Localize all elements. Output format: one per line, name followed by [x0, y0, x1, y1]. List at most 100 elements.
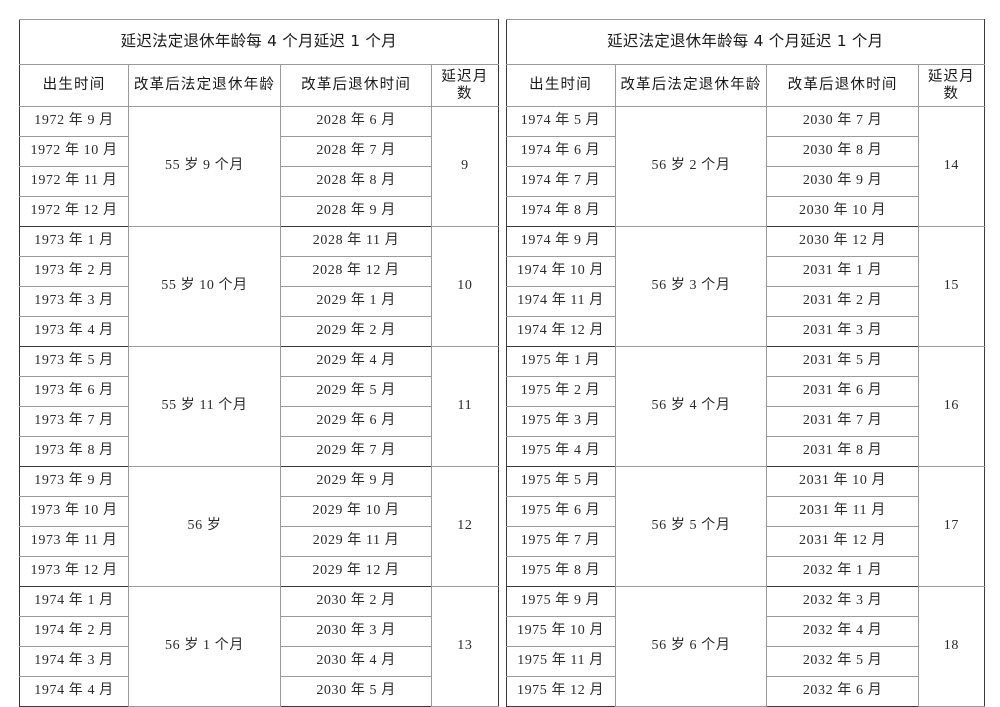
cell-birth-date: 1973 年 2 月: [18, 256, 130, 287]
cell-birth-date: 1975 年 6 月: [505, 496, 616, 527]
cell-delay-months: 14: [917, 106, 986, 227]
cell-retirement-date: 2028 年 8 月: [279, 166, 433, 197]
cell-retirement-date: 2032 年 4 月: [766, 616, 919, 647]
table-row: 1974 年 9 月 56 岁 3 个月 2030 年 12 月 15: [505, 226, 986, 347]
cell-retirement-date: 2030 年 2 月: [279, 586, 433, 617]
cell-retirement-date: 2032 年 5 月: [766, 646, 919, 677]
cell-retirement-age: 55 岁 11 个月: [128, 346, 281, 467]
cell-retirement-date: 2031 年 1 月: [766, 256, 919, 287]
cell-retirement-date: 2032 年 1 月: [766, 556, 919, 587]
cell-retirement-date: 2029 年 5 月: [279, 376, 433, 407]
table-row: 1975 年 7 月 2031 年 12 月: [505, 526, 985, 557]
cell-delay-months: 18: [917, 586, 986, 707]
cell-birth-date: 1972 年 12 月: [18, 196, 130, 227]
cell-retirement-date: 2030 年 3 月: [279, 616, 433, 647]
table-row: 1973 年 10 月 2029 年 10 月: [18, 496, 499, 527]
table-row: 1973 年 1 月 55 岁 10 个月 2028 年 11 月 10: [18, 226, 499, 347]
table-row: 1974 年 6 月 2030 年 8 月: [505, 136, 985, 167]
table-row: 1973 年 7 月 2029 年 6 月: [18, 406, 499, 437]
cell-birth-date: 1974 年 11 月: [505, 286, 616, 317]
cell-birth-date: 1975 年 4 月: [505, 436, 616, 467]
table-row: 1975 年 10 月 2032 年 4 月: [505, 616, 985, 647]
cell-birth-date: 1973 年 9 月: [18, 466, 130, 497]
cell-birth-date: 1975 年 7 月: [505, 526, 616, 557]
cell-delay-months: 16: [917, 346, 986, 467]
cell-retirement-age: 56 岁: [128, 466, 281, 587]
cell-retirement-date: 2032 年 3 月: [766, 586, 919, 617]
cell-birth-date: 1974 年 9 月: [505, 226, 616, 257]
cell-retirement-age: 55 岁 10 个月: [128, 226, 281, 347]
cell-birth-date: 1975 年 5 月: [505, 466, 616, 497]
table-row: 1972 年 12 月 2028 年 9 月: [18, 196, 499, 227]
cell-retirement-date: 2030 年 5 月: [279, 676, 433, 707]
cell-retirement-age: 56 岁 2 个月: [614, 106, 768, 227]
table-row: 1975 年 11 月 2032 年 5 月: [505, 646, 985, 677]
cell-retirement-date: 2031 年 8 月: [766, 436, 919, 467]
table-row: 1974 年 8 月 2030 年 10 月: [505, 196, 985, 227]
cell-birth-date: 1973 年 7 月: [18, 406, 130, 437]
column-header-birth-date: 出生时间: [505, 64, 616, 107]
cell-retirement-date: 2031 年 2 月: [766, 286, 919, 317]
table-row: 1975 年 1 月 56 岁 4 个月 2031 年 5 月 16: [505, 346, 986, 467]
cell-retirement-date: 2029 年 4 月: [279, 346, 433, 377]
table-row: 1974 年 4 月 2030 年 5 月: [18, 676, 499, 707]
cell-birth-date: 1973 年 8 月: [18, 436, 130, 467]
cell-birth-date: 1973 年 3 月: [18, 286, 130, 317]
cell-retirement-date: 2029 年 12 月: [279, 556, 433, 587]
cell-birth-date: 1975 年 12 月: [505, 676, 616, 707]
cell-retirement-date: 2031 年 7 月: [766, 406, 919, 437]
table-row: 1974 年 7 月 2030 年 9 月: [505, 166, 985, 197]
cell-birth-date: 1975 年 11 月: [505, 646, 616, 677]
cell-birth-date: 1973 年 11 月: [18, 526, 130, 557]
table-body: 延迟法定退休年龄每 4 个月延迟 1 个月 出生时间 改革后法定退休年龄 改革后退休时…: [18, 19, 499, 707]
cell-birth-date: 1975 年 1 月: [505, 346, 616, 377]
cell-birth-date: 1974 年 8 月: [505, 196, 616, 227]
cell-retirement-date: 2028 年 9 月: [279, 196, 433, 227]
cell-birth-date: 1974 年 3 月: [18, 646, 130, 677]
cell-birth-date: 1972 年 9 月: [18, 106, 130, 137]
cell-retirement-date: 2030 年 10 月: [766, 196, 919, 227]
table-row: 1973 年 11 月 2029 年 11 月: [18, 526, 499, 557]
cell-retirement-date: 2029 年 2 月: [279, 316, 433, 347]
table-row: 1974 年 2 月 2030 年 3 月: [18, 616, 499, 647]
cell-retirement-age: 56 岁 4 个月: [614, 346, 768, 467]
cell-delay-months: 13: [431, 586, 499, 707]
table-row: 1975 年 9 月 56 岁 6 个月 2032 年 3 月 18: [505, 586, 986, 707]
column-header-retirement-age: 改革后法定退休年龄: [614, 64, 768, 107]
column-header-birth-date: 出生时间: [18, 64, 130, 107]
cell-delay-months: 11: [431, 346, 499, 467]
table-row: 1975 年 3 月 2031 年 7 月: [505, 406, 985, 437]
cell-birth-date: 1973 年 10 月: [18, 496, 130, 527]
column-header-retirement-age: 改革后法定退休年龄: [128, 64, 281, 107]
cell-retirement-date: 2029 年 9 月: [279, 466, 433, 497]
cell-retirement-date: 2031 年 12 月: [766, 526, 919, 557]
table-row: 1973 年 12 月 2029 年 12 月: [18, 556, 499, 587]
cell-birth-date: 1975 年 10 月: [505, 616, 616, 647]
cell-birth-date: 1975 年 8 月: [505, 556, 616, 587]
cell-birth-date: 1975 年 2 月: [505, 376, 616, 407]
cell-retirement-date: 2030 年 12 月: [766, 226, 919, 257]
cell-retirement-date: 2028 年 6 月: [279, 106, 433, 137]
cell-retirement-date: 2030 年 4 月: [279, 646, 433, 677]
cell-birth-date: 1974 年 12 月: [505, 316, 616, 347]
table-row: 1972 年 10 月 2028 年 7 月: [18, 136, 499, 167]
table-title: 延迟法定退休年龄每 4 个月延迟 1 个月: [19, 19, 499, 65]
column-header-row: 出生时间 改革后法定退休年龄 改革后退休时间 延迟月数: [505, 64, 986, 107]
cell-retirement-date: 2030 年 7 月: [766, 106, 919, 137]
cell-delay-months: 17: [917, 466, 986, 587]
cell-retirement-date: 2031 年 10 月: [766, 466, 919, 497]
cell-retirement-date: 2028 年 11 月: [279, 226, 433, 257]
table-row: 1973 年 3 月 2029 年 1 月: [18, 286, 499, 317]
cell-birth-date: 1973 年 6 月: [18, 376, 130, 407]
left-table: 延迟法定退休年龄每 4 个月延迟 1 个月 出生时间 改革后法定退休年龄 改革后退休时…: [18, 19, 499, 707]
cell-retirement-age: 55 岁 9 个月: [128, 106, 281, 227]
cell-retirement-date: 2029 年 11 月: [279, 526, 433, 557]
cell-delay-months: 9: [431, 106, 499, 227]
table-row: 1974 年 5 月 56 岁 2 个月 2030 年 7 月 14: [505, 106, 986, 227]
table-row: 1972 年 11 月 2028 年 8 月: [18, 166, 499, 197]
column-header-delay-months: 延迟月数: [917, 64, 986, 107]
right-table: 延迟法定退休年龄每 4 个月延迟 1 个月 出生时间 改革后法定退休年龄 改革后退休时…: [505, 19, 986, 707]
cell-birth-date: 1975 年 3 月: [505, 406, 616, 437]
table-body: 延迟法定退休年龄每 4 个月延迟 1 个月 出生时间 改革后法定退休年龄 改革后退休时…: [505, 19, 986, 707]
